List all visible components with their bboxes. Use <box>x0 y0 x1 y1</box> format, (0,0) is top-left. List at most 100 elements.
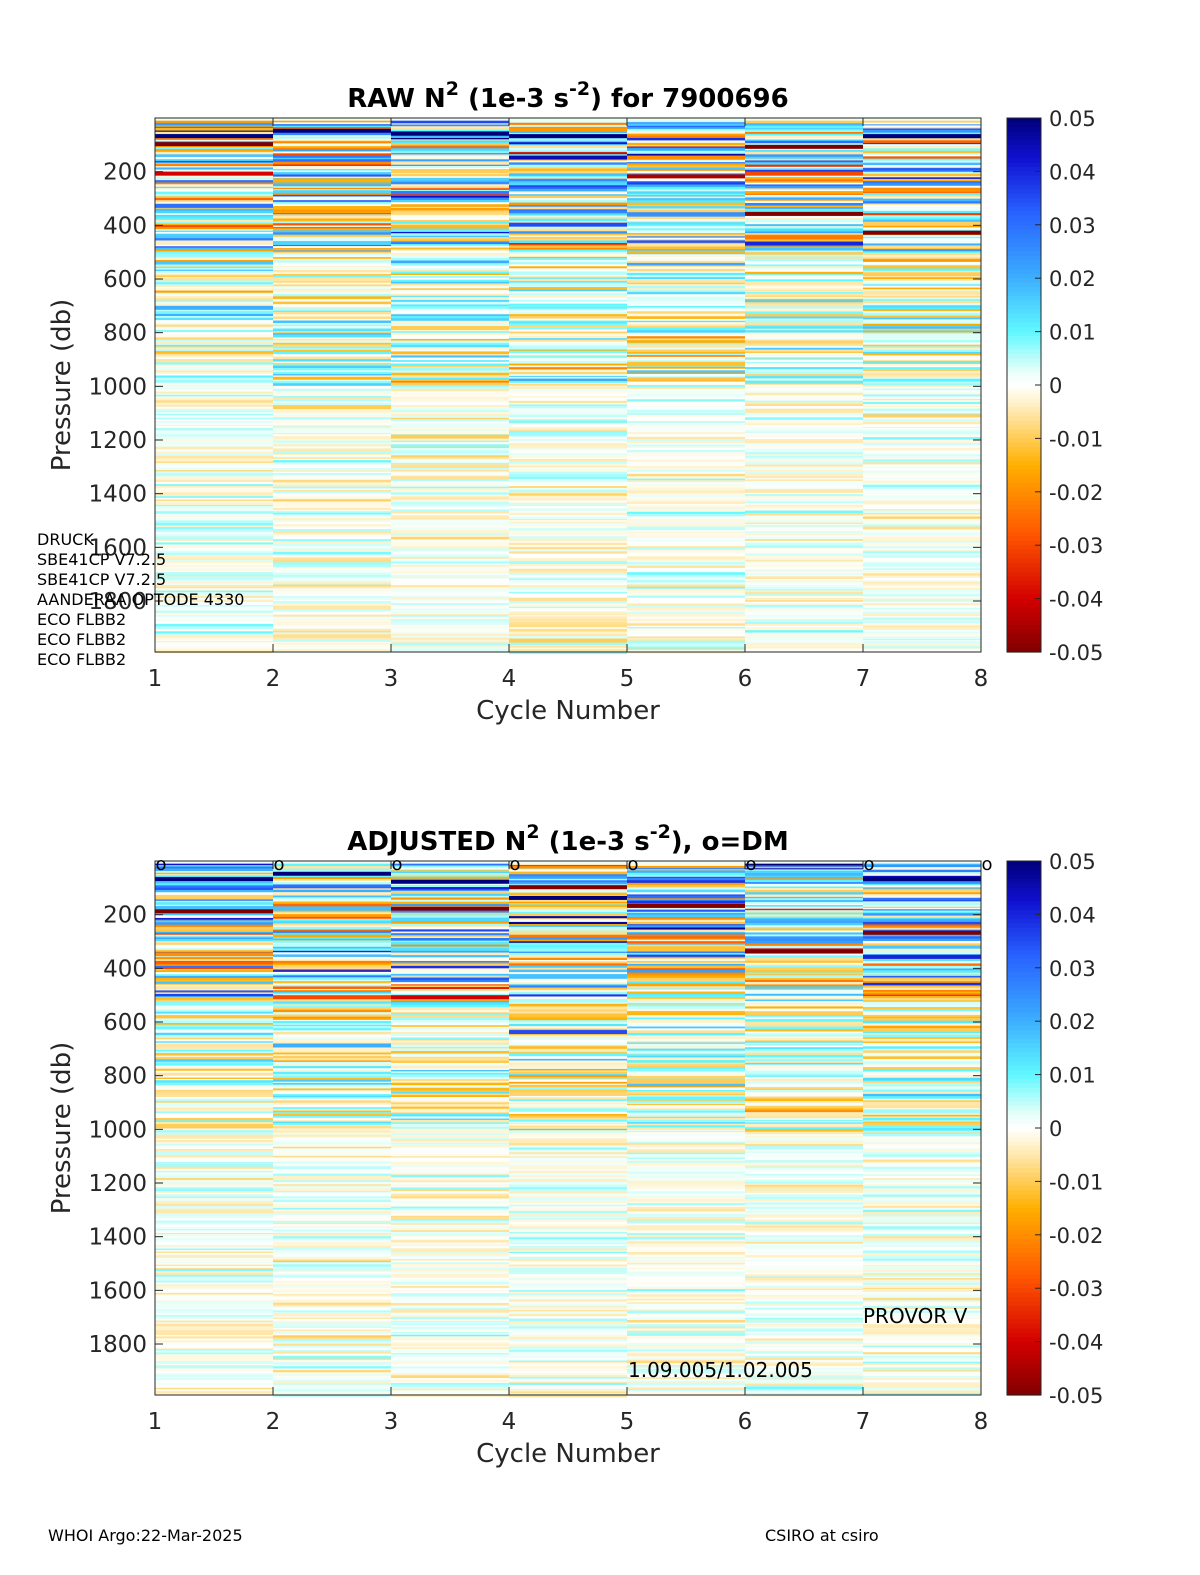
heatmap-cell <box>509 249 627 253</box>
y-tick-label: 600 <box>103 267 147 293</box>
heatmap-cell <box>273 211 391 214</box>
heatmap-cell <box>391 561 509 564</box>
colorbar-segment <box>1007 958 1041 964</box>
heatmap-cell <box>509 1055 627 1057</box>
heatmap-cell <box>863 993 981 996</box>
heatmap-feature <box>509 222 627 227</box>
heatmap-cell <box>273 1288 391 1291</box>
heatmap-cell <box>155 323 273 326</box>
heatmap-cell <box>627 911 745 914</box>
heatmap-cell <box>863 295 981 298</box>
heatmap-cell <box>863 1040 981 1042</box>
heatmap-cell <box>745 901 863 904</box>
heatmap-cell <box>273 1175 391 1179</box>
heatmap-cell <box>627 912 745 916</box>
heatmap-cell <box>155 1366 273 1369</box>
heatmap-cell <box>509 281 627 283</box>
heatmap-cell <box>391 283 509 286</box>
heatmap-cell <box>745 1042 863 1045</box>
heatmap-cell <box>155 262 273 265</box>
heatmap-cell <box>627 1314 745 1317</box>
heatmap-cell <box>863 196 981 200</box>
heatmap-cell <box>745 1076 863 1080</box>
heatmap-cell <box>627 877 745 881</box>
heatmap-cell <box>273 1161 391 1164</box>
heatmap-cell <box>863 1192 981 1194</box>
heatmap-cell <box>745 361 863 364</box>
heatmap-cell <box>627 1381 745 1384</box>
heatmap-cell <box>627 218 745 222</box>
heatmap-cell <box>155 1295 273 1299</box>
heatmap-cell <box>863 1264 981 1267</box>
heatmap-cell <box>627 895 745 899</box>
heatmap-cell <box>509 215 627 218</box>
heatmap-cell <box>273 1270 391 1273</box>
heatmap-cell <box>273 1121 391 1124</box>
heatmap-cell <box>627 1269 745 1271</box>
heatmap-cell <box>155 1011 273 1015</box>
heatmap-cell <box>155 972 273 975</box>
heatmap-cell <box>155 260 273 263</box>
colorbar-segment <box>1007 1221 1041 1227</box>
heatmap-cell <box>863 394 981 397</box>
heatmap-cell <box>391 152 509 155</box>
heatmap-cell <box>273 474 391 478</box>
heatmap-cell <box>391 869 509 872</box>
colorbar-segment <box>1007 478 1041 484</box>
heatmap-cell <box>745 590 863 593</box>
heatmap-cell <box>273 1231 391 1234</box>
heatmap-cell <box>627 1001 745 1004</box>
heatmap-cell <box>391 1368 509 1372</box>
heatmap-cell <box>273 1036 391 1040</box>
heatmap-cell <box>273 1019 391 1022</box>
heatmap-cell <box>745 354 863 358</box>
heatmap-cell <box>509 152 627 155</box>
colorbar-segment <box>1007 1257 1041 1263</box>
heatmap-cell <box>627 1083 745 1087</box>
heatmap-cell <box>509 375 627 378</box>
heatmap-cell <box>509 371 627 375</box>
heatmap-cell <box>627 595 745 599</box>
heatmap-cell <box>155 905 273 909</box>
heatmap-cell <box>391 137 509 140</box>
heatmap-cell <box>745 328 863 331</box>
heatmap-cell <box>391 871 509 874</box>
heatmap-cell <box>273 1234 391 1237</box>
heatmap-cell <box>745 222 863 225</box>
heatmap-cell <box>391 475 509 478</box>
heatmap-cell <box>509 335 627 339</box>
heatmap-cell <box>391 143 509 146</box>
heatmap-cell <box>745 1363 863 1367</box>
heatmap-cell <box>509 195 627 199</box>
heatmap-cell <box>391 292 509 295</box>
colorbar-tick-label: 0.05 <box>1049 107 1096 131</box>
heatmap-cell <box>745 948 863 950</box>
heatmap-cell <box>273 640 391 643</box>
heatmap-cell <box>863 1116 981 1119</box>
heatmap-cell <box>745 274 863 276</box>
heatmap-cell <box>391 1279 509 1283</box>
heatmap-cell <box>863 1222 981 1225</box>
heatmap-cell <box>391 1119 509 1123</box>
heatmap-cell <box>155 515 273 518</box>
heatmap-cell <box>863 475 981 477</box>
heatmap-cell <box>863 522 981 525</box>
heatmap-cell <box>509 546 627 550</box>
heatmap-cell <box>273 155 391 159</box>
heatmap-cell <box>155 218 273 221</box>
heatmap-cell <box>509 1028 627 1032</box>
heatmap-cell <box>509 429 627 432</box>
heatmap-cell <box>863 1236 981 1239</box>
heatmap-cell <box>745 1392 863 1396</box>
heatmap-cell <box>863 1196 981 1199</box>
heatmap-cell <box>391 637 509 641</box>
heatmap-cell <box>745 132 863 135</box>
heatmap-cell <box>627 900 745 904</box>
heatmap-cell <box>273 135 391 137</box>
heatmap-feature <box>391 325 509 330</box>
heatmap-cell <box>391 942 509 946</box>
heatmap-cell <box>509 1248 627 1251</box>
heatmap-cell <box>863 1083 981 1085</box>
colorbar-tick-label: 0.04 <box>1049 160 1096 184</box>
